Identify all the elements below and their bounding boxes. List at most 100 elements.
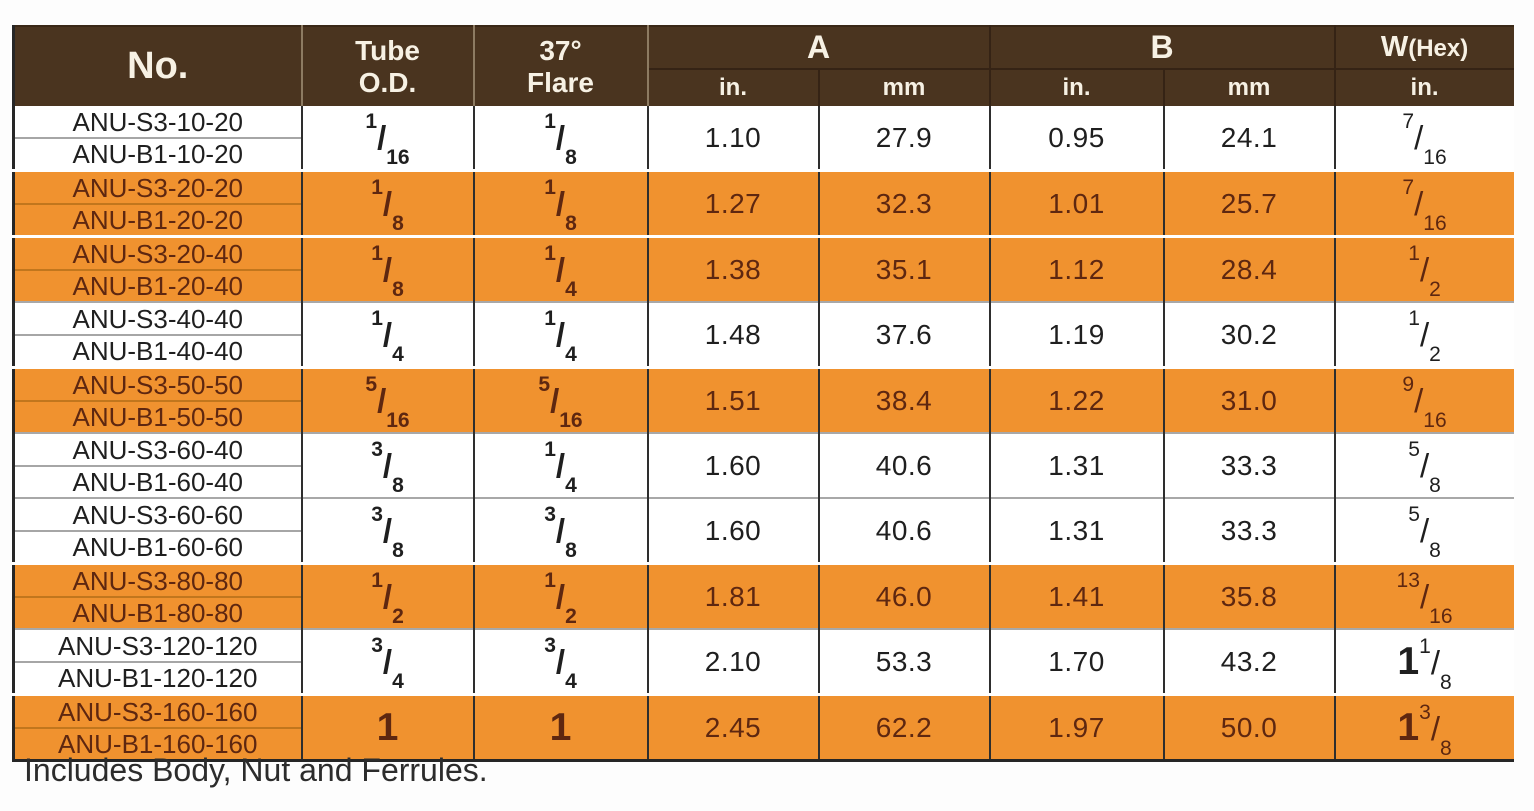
b-in-cell: 1.41: [988, 562, 1164, 629]
b-mm-cell: 30.2: [1162, 301, 1335, 368]
tube-od-cell: 1/4: [300, 301, 474, 368]
w-hex-cell: 11/8: [1333, 628, 1514, 695]
tube-od-cell: 1: [300, 693, 474, 761]
part-number-b1: ANU-B1-50-50: [72, 401, 243, 432]
b-in-cell: 1.70: [988, 628, 1164, 695]
w-hex-cell: 13/16: [1333, 562, 1514, 629]
part-number-s3: ANU-S3-10-20: [15, 107, 301, 139]
w-hex-cell: 1/2: [1333, 301, 1514, 368]
table-row: ANU-S3-60-40 ANU-B1-60-40 3/8 1/4 1.60 4…: [13, 432, 1514, 498]
footer-note: Includes Body, Nut and Ferrules.: [24, 752, 488, 788]
part-number-cell: ANU-S3-120-120 ANU-B1-120-120: [13, 628, 302, 695]
part-number-s3: ANU-S3-80-80: [15, 566, 301, 598]
a-mm-cell: 37.6: [817, 301, 990, 368]
b-in-cell: 1.97: [988, 693, 1164, 761]
part-number-s3: ANU-S3-120-120: [15, 631, 301, 663]
b-in-cell: 1.31: [988, 432, 1164, 498]
subheader-w-in: in.: [1333, 68, 1514, 106]
table-row: ANU-S3-80-80 ANU-B1-80-80 1/2 1/2 1.81 4…: [13, 562, 1514, 629]
header-b: B: [988, 26, 1335, 69]
b-in-cell: 1.01: [988, 169, 1164, 237]
b-in-cell: 1.19: [988, 301, 1164, 368]
a-in-cell: 1.81: [646, 562, 819, 629]
part-number-s3: ANU-S3-20-40: [15, 239, 301, 271]
b-mm-cell: 28.4: [1162, 235, 1335, 302]
a-mm-cell: 38.4: [817, 366, 990, 433]
part-number-s3: ANU-S3-40-40: [15, 304, 301, 336]
a-mm-cell: 62.2: [817, 693, 990, 761]
part-number-s3: ANU-S3-60-60: [15, 500, 301, 532]
w-hex-cell: 7/16: [1333, 169, 1514, 237]
part-number-b1: ANU-B1-20-20: [72, 204, 243, 235]
subheader-a-in: in.: [646, 68, 819, 106]
part-number-cell: ANU-S3-10-20 ANU-B1-10-20: [13, 106, 302, 171]
flare-cell: 1: [472, 693, 648, 761]
a-mm-cell: 40.6: [817, 497, 990, 564]
tube-od-cell: 3/8: [300, 432, 474, 498]
b-in-cell: 1.12: [988, 235, 1164, 302]
part-number-s3: ANU-S3-50-50: [15, 370, 301, 402]
subheader-a-mm: mm: [817, 68, 990, 106]
flare-cell: 1/4: [472, 432, 648, 498]
table-row: ANU-S3-50-50 ANU-B1-50-50 5/16 5/16 1.51…: [13, 366, 1514, 433]
part-number-b1: ANU-B1-60-40: [72, 466, 243, 497]
table-row: ANU-S3-40-40 ANU-B1-40-40 1/4 1/4 1.48 3…: [13, 301, 1514, 368]
b-mm-cell: 33.3: [1162, 432, 1335, 498]
a-mm-cell: 35.1: [817, 235, 990, 302]
b-mm-cell: 50.0: [1162, 693, 1335, 761]
flare-cell: 3/8: [472, 497, 648, 564]
a-mm-cell: 32.3: [817, 169, 990, 237]
table-row: ANU-S3-60-60 ANU-B1-60-60 3/8 3/8 1.60 4…: [13, 497, 1514, 564]
flare-cell: 1/8: [472, 106, 648, 171]
header-tube-od: Tube O.D.: [300, 26, 474, 106]
table-body: ANU-S3-10-20 ANU-B1-10-20 1/16 1/8 1.10 …: [13, 106, 1514, 761]
a-in-cell: 1.38: [646, 235, 819, 302]
a-in-cell: 1.51: [646, 366, 819, 433]
fittings-spec-table: No. Tube O.D. 37° Flare A B W(Hex) in. m…: [12, 25, 1514, 762]
flare-cell: 1/8: [472, 169, 648, 237]
tube-od-cell: 1/2: [300, 562, 474, 629]
b-mm-cell: 35.8: [1162, 562, 1335, 629]
part-number-cell: ANU-S3-50-50 ANU-B1-50-50: [13, 366, 302, 433]
a-in-cell: 1.10: [646, 106, 819, 171]
part-number-s3: ANU-S3-20-20: [15, 173, 301, 205]
part-number-cell: ANU-S3-60-60 ANU-B1-60-60: [13, 497, 302, 564]
header-a: A: [646, 26, 990, 69]
part-number-b1: ANU-B1-160-160: [58, 728, 258, 759]
a-mm-cell: 46.0: [817, 562, 990, 629]
part-number-b1: ANU-B1-20-40: [72, 270, 243, 301]
part-number-cell: ANU-S3-160-160 ANU-B1-160-160: [13, 693, 302, 761]
tube-od-cell: 1/16: [300, 106, 474, 171]
tube-od-cell: 1/8: [300, 169, 474, 237]
b-in-cell: 1.31: [988, 497, 1164, 564]
tube-od-cell: 1/8: [300, 235, 474, 302]
part-number-b1: ANU-B1-40-40: [72, 335, 243, 366]
part-number-cell: ANU-S3-60-40 ANU-B1-60-40: [13, 432, 302, 498]
flare-cell: 1/4: [472, 235, 648, 302]
a-in-cell: 1.48: [646, 301, 819, 368]
header-w-paren: (Hex): [1408, 35, 1469, 62]
part-number-cell: ANU-S3-80-80 ANU-B1-80-80: [13, 562, 302, 629]
a-mm-cell: 27.9: [817, 106, 990, 171]
header-tube-od-line1: Tube: [355, 35, 420, 67]
w-hex-cell: 5/8: [1333, 497, 1514, 564]
table-row: ANU-S3-20-40 ANU-B1-20-40 1/8 1/4 1.38 3…: [13, 235, 1514, 302]
header-w-main: W: [1380, 31, 1409, 63]
flare-cell: 1/2: [472, 562, 648, 629]
part-number-cell: ANU-S3-20-40 ANU-B1-20-40: [13, 235, 302, 302]
table-row: ANU-S3-20-20 ANU-B1-20-20 1/8 1/8 1.27 3…: [13, 169, 1514, 237]
part-number-b1: ANU-B1-120-120: [58, 662, 258, 693]
header-flare-line2: Flare: [527, 66, 594, 98]
b-mm-cell: 33.3: [1162, 497, 1335, 564]
a-in-cell: 1.60: [646, 497, 819, 564]
table-row: ANU-S3-160-160 ANU-B1-160-160 1 1 2.45 6…: [13, 693, 1514, 761]
a-mm-cell: 40.6: [817, 432, 990, 498]
part-number-b1: ANU-B1-60-60: [72, 531, 243, 562]
part-number-b1: ANU-B1-80-80: [72, 597, 243, 628]
a-mm-cell: 53.3: [817, 628, 990, 695]
b-in-cell: 0.95: [988, 106, 1164, 171]
table-header: No. Tube O.D. 37° Flare A B W(Hex) in. m…: [13, 26, 1514, 106]
a-in-cell: 2.45: [646, 693, 819, 761]
b-mm-cell: 25.7: [1162, 169, 1335, 237]
